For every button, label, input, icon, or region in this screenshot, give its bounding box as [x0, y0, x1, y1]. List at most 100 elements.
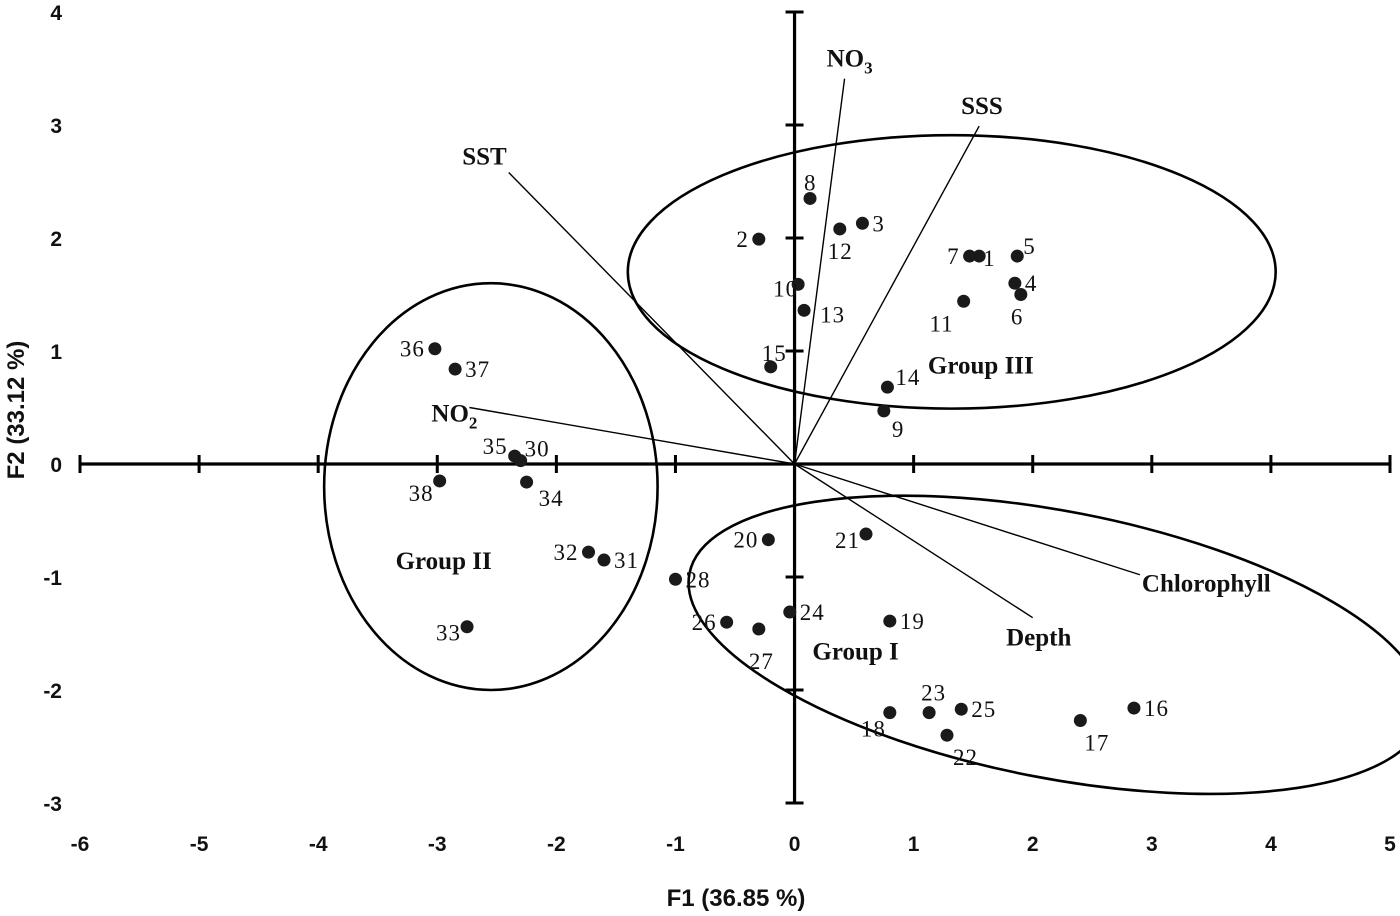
y-tick-label: -1 — [43, 567, 62, 590]
point-label-30: 30 — [525, 437, 550, 462]
x-tick-label: 3 — [1146, 833, 1158, 856]
point-20 — [761, 533, 775, 547]
vector-subscript: 3 — [864, 59, 873, 78]
vector-line-no3 — [793, 78, 846, 465]
vector-subscript: 2 — [469, 414, 478, 433]
point-label-31: 31 — [614, 548, 639, 573]
point-label-27: 27 — [749, 649, 774, 674]
point-9 — [877, 404, 891, 418]
y-tick-label: -3 — [43, 793, 62, 816]
point-11 — [957, 294, 971, 308]
point-19 — [883, 614, 897, 628]
point-label-19: 19 — [900, 609, 925, 634]
point-label-2: 2 — [736, 227, 749, 252]
point-2 — [752, 232, 766, 246]
vector-label-sss: SSS — [961, 93, 1003, 120]
point-label-3: 3 — [872, 211, 885, 236]
point-34 — [520, 475, 534, 489]
vector-label-no3: NO3 — [827, 46, 873, 78]
point-35 — [508, 449, 522, 463]
x-tick-label: 0 — [789, 833, 801, 856]
point-12 — [833, 222, 847, 236]
y-tick-label: 1 — [50, 341, 62, 364]
vector-label-sst: SST — [462, 143, 507, 170]
point-23 — [922, 706, 936, 720]
point-label-7: 7 — [947, 244, 960, 269]
vector-name: SSS — [961, 93, 1003, 120]
point-label-26: 26 — [692, 610, 717, 635]
point-24 — [783, 605, 797, 619]
x-axis-title: F1 (36.85 %) — [667, 885, 806, 912]
vector-name: Chlorophyll — [1142, 571, 1271, 598]
x-tick-label: 1 — [908, 833, 920, 856]
point-label-36: 36 — [400, 337, 425, 362]
y-tick-label: 2 — [50, 228, 62, 251]
y-tick-label: 4 — [50, 2, 62, 25]
vector-name: NO — [827, 46, 865, 73]
vector-line-sss — [793, 125, 980, 465]
point-label-11: 11 — [929, 311, 953, 336]
point-13 — [797, 303, 811, 317]
point-21 — [859, 527, 873, 541]
point-25 — [954, 702, 968, 716]
vector-name: NO — [431, 401, 469, 428]
x-tick-label: 4 — [1265, 833, 1277, 856]
point-label-5: 5 — [1023, 234, 1036, 259]
y-tick-label: 3 — [50, 115, 62, 138]
point-17 — [1073, 714, 1087, 728]
point-label-23: 23 — [921, 681, 946, 706]
point-label-13: 13 — [820, 302, 845, 327]
x-tick-label: -3 — [428, 833, 447, 856]
point-label-9: 9 — [892, 417, 905, 442]
point-28 — [668, 572, 682, 586]
y-tick-label: -2 — [43, 680, 62, 703]
point-7 — [963, 249, 977, 263]
point-22 — [940, 728, 954, 742]
y-tick-label: 0 — [50, 454, 62, 477]
vector-name: SST — [462, 143, 507, 170]
point-1 — [972, 249, 986, 263]
point-32 — [582, 545, 596, 559]
point-label-37: 37 — [465, 357, 490, 382]
point-label-12: 12 — [828, 239, 853, 264]
point-label-25: 25 — [971, 697, 996, 722]
x-tick-label: -2 — [547, 833, 566, 856]
vector-line-sst — [508, 171, 796, 465]
point-6 — [1014, 288, 1028, 301]
group-ellipse-2 — [322, 281, 659, 692]
x-tick-label: -1 — [666, 833, 685, 856]
point-5 — [1010, 249, 1024, 263]
point-label-10: 10 — [773, 276, 798, 301]
point-8 — [803, 191, 817, 205]
point-label-35: 35 — [483, 434, 508, 459]
vector-name: Depth — [1006, 625, 1071, 652]
point-label-21: 21 — [835, 528, 860, 553]
point-label-32: 32 — [554, 540, 579, 565]
point-label-34: 34 — [539, 486, 564, 511]
group-label-2: Group II — [396, 548, 492, 575]
point-label-33: 33 — [436, 621, 461, 646]
point-16 — [1127, 701, 1141, 715]
vector-label-chlorophyll: Chlorophyll — [1142, 571, 1271, 598]
point-26 — [720, 615, 734, 629]
x-tick-label: 5 — [1384, 833, 1396, 856]
point-27 — [752, 622, 766, 636]
point-4 — [1008, 276, 1022, 290]
point-label-28: 28 — [685, 567, 710, 592]
group-label-1: Group I — [812, 638, 898, 665]
y-axis-title: F2 (33.12 %) — [3, 341, 30, 480]
point-18 — [883, 706, 897, 720]
group-ellipses: Group I Group II Group III — [322, 133, 1400, 796]
point-label-15: 15 — [762, 341, 787, 366]
point-label-17: 17 — [1084, 731, 1109, 756]
x-tick-label: -6 — [71, 833, 90, 856]
point-label-38: 38 — [409, 481, 434, 506]
point-label-22: 22 — [953, 745, 978, 770]
x-tick-label: -5 — [190, 833, 209, 856]
point-label-8: 8 — [804, 170, 817, 195]
x-tick-label: 2 — [1027, 833, 1039, 856]
vector-line-no2 — [469, 406, 795, 465]
